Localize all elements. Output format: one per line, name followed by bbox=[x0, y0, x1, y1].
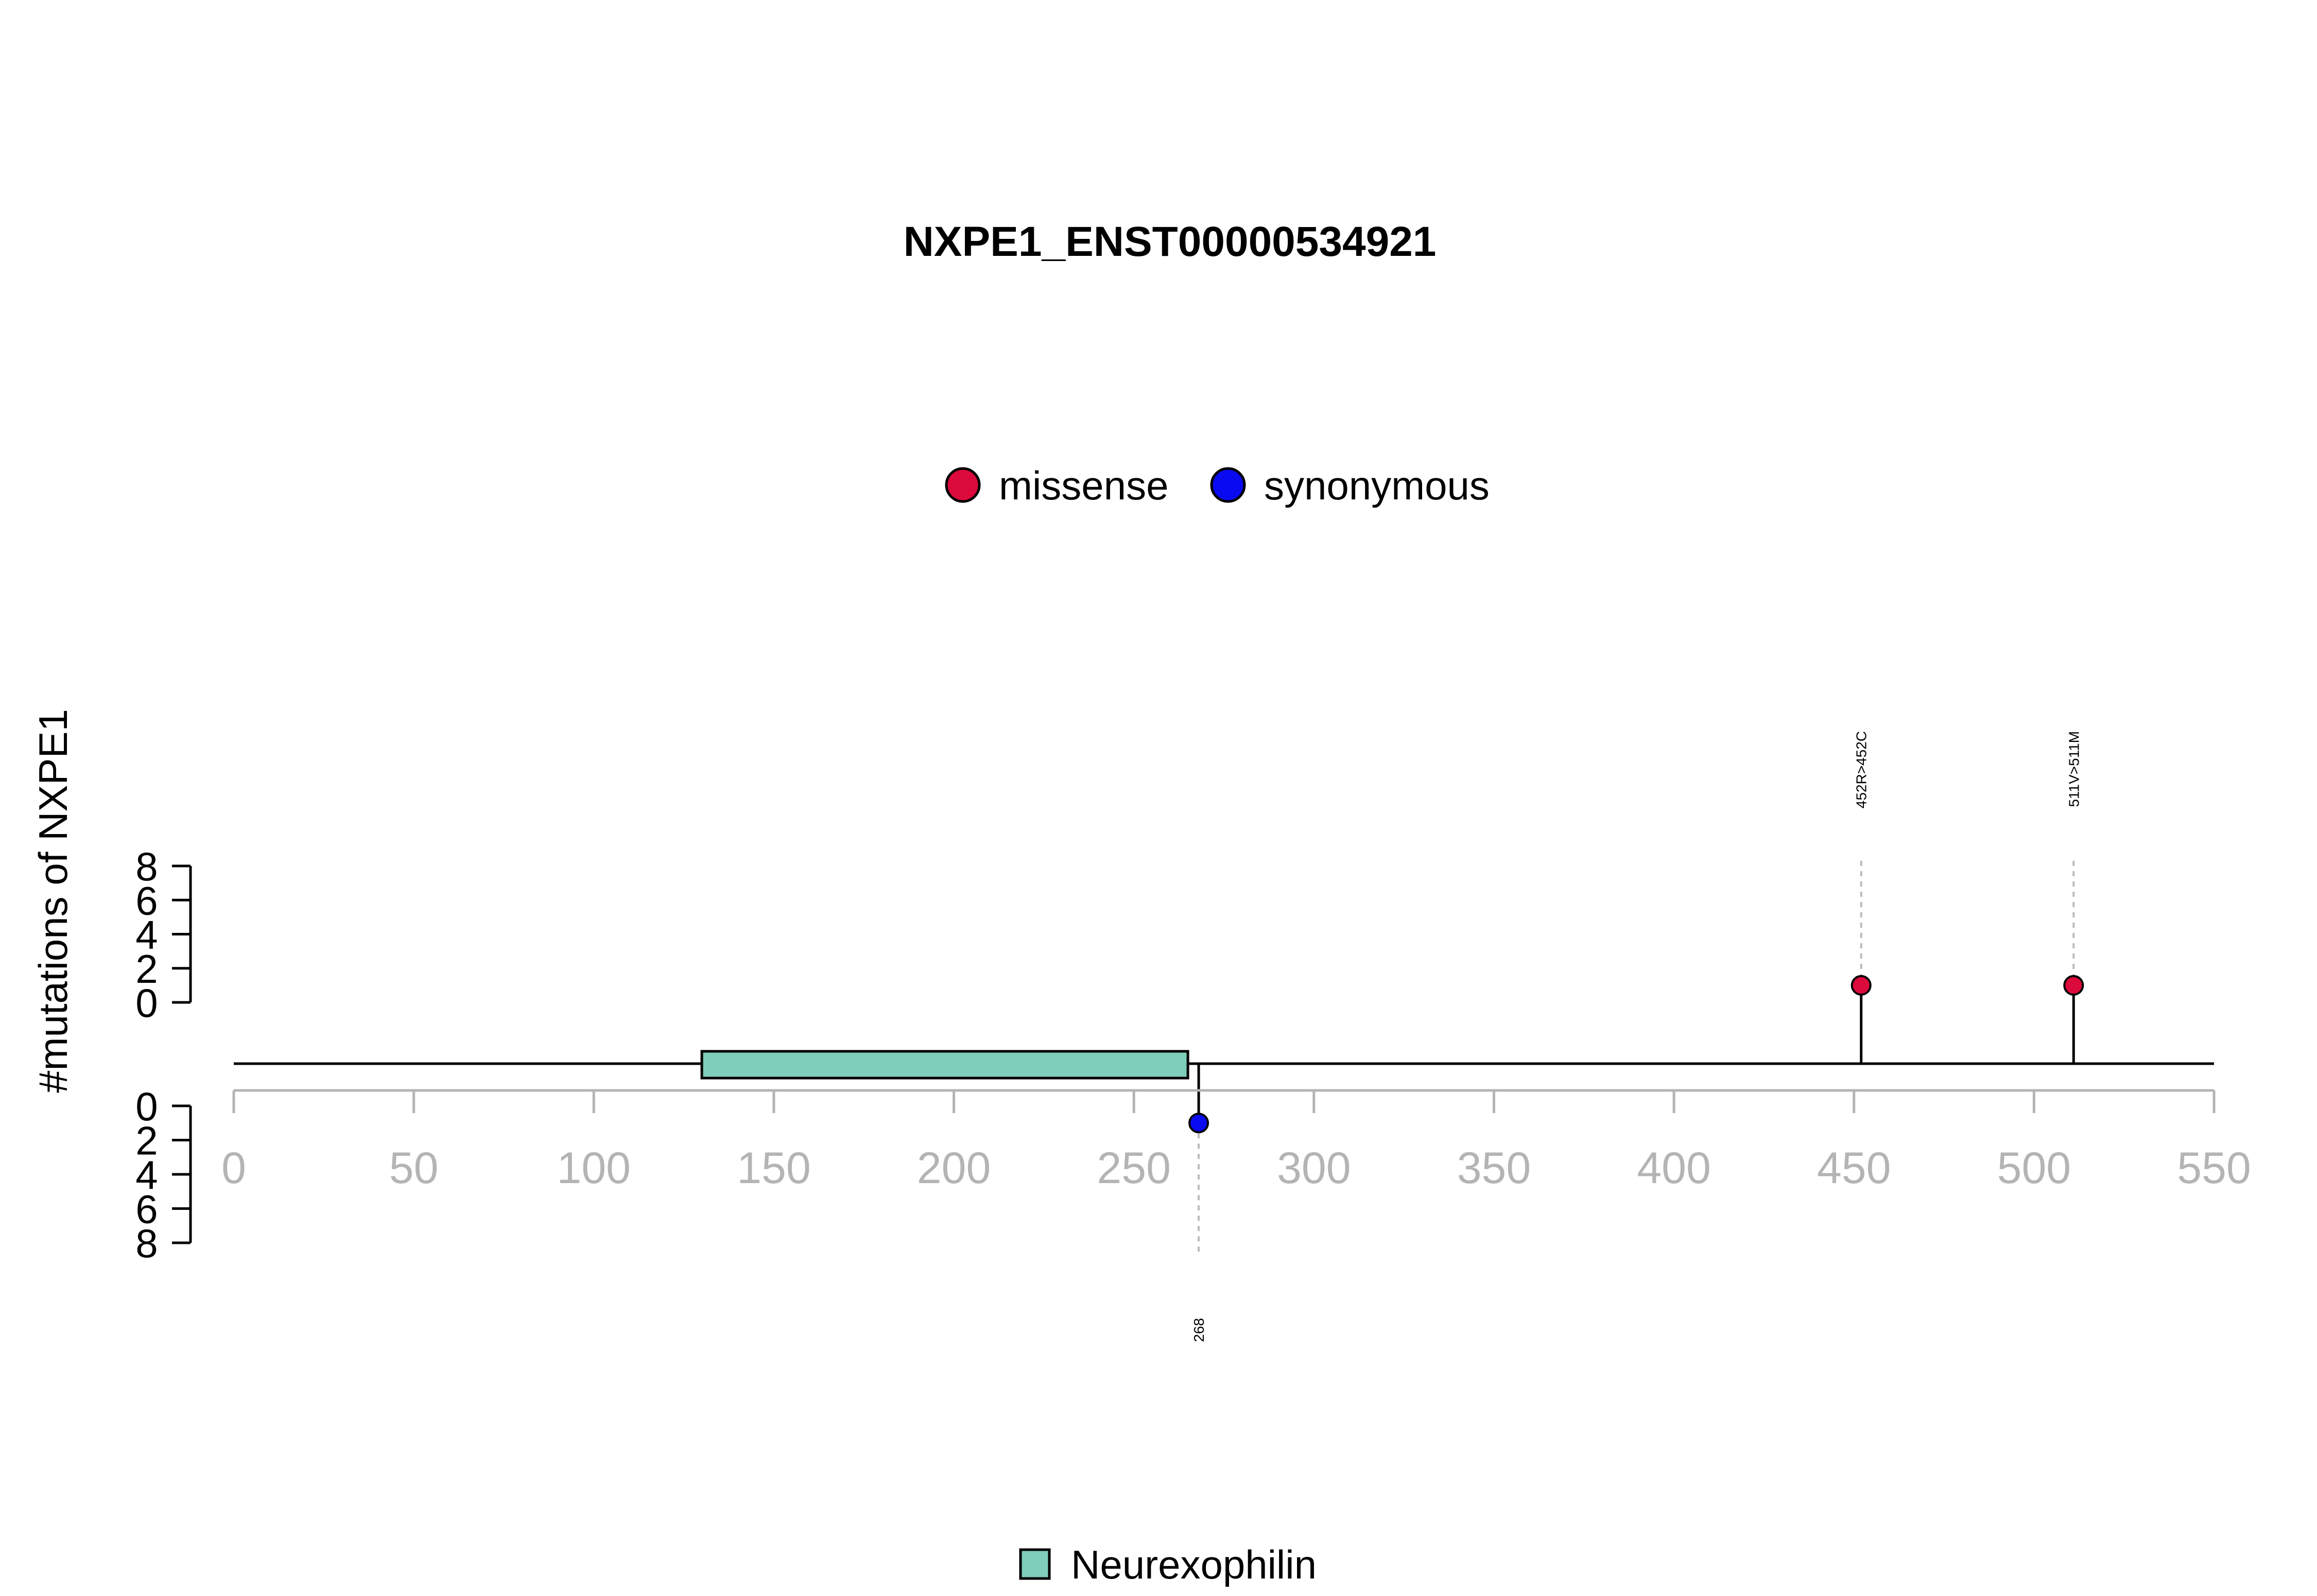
x-axis-tick-label: 50 bbox=[389, 1143, 439, 1193]
y-axis-top-tick-label: 6 bbox=[135, 878, 158, 923]
mutation-label: 452R>452C bbox=[1854, 731, 1870, 808]
mutation-synonymous: 268 bbox=[1188, 1064, 1209, 1342]
legend-marker bbox=[1210, 467, 1246, 503]
mutation-label: 511V>511M bbox=[2066, 731, 2082, 807]
x-axis-tick-label: 300 bbox=[1277, 1143, 1351, 1193]
legend-item-synonymous: synonymous bbox=[1210, 463, 1490, 508]
protein-domains bbox=[700, 1050, 1189, 1080]
x-axis-tick-label: 100 bbox=[557, 1143, 631, 1193]
legend-marker bbox=[945, 467, 981, 503]
y-axis-bottom-tick-label: 6 bbox=[135, 1187, 158, 1232]
chart-title: NXPE1_ENST00000534921 bbox=[904, 218, 1437, 265]
x-axis-tick-label: 150 bbox=[737, 1143, 811, 1193]
y-axis-bottom-tick-label: 2 bbox=[135, 1118, 158, 1164]
mutation-label: 268 bbox=[1191, 1318, 1207, 1342]
y-axis-bottom-tick-label: 8 bbox=[135, 1221, 158, 1266]
mutation-point bbox=[2063, 975, 2084, 996]
legend-label: missense bbox=[999, 463, 1168, 508]
mutation-lollipops: 452R>452C 511V>511M 268 bbox=[1188, 731, 2084, 1342]
domain-legend: Neurexophilin bbox=[1019, 1542, 1317, 1587]
y-axis-top-tick-label: 2 bbox=[135, 946, 158, 992]
mutation-point bbox=[1188, 1113, 1209, 1134]
x-axis-tick-label: 500 bbox=[1997, 1143, 2071, 1193]
y-axis-bottom-tick-label: 0 bbox=[135, 1084, 158, 1129]
y-axis-label: #mutations of NXPE1 bbox=[30, 709, 76, 1093]
y-axis-top-tick-label: 0 bbox=[135, 980, 158, 1026]
x-axis: 0 50 100 150 200 250 300 350 400 450 500 550 bbox=[221, 1089, 2251, 1193]
domain-legend-item: Neurexophilin bbox=[1019, 1542, 1317, 1587]
x-axis-tick-label: 350 bbox=[1457, 1143, 1531, 1193]
y-axis-top-tick-label: 8 bbox=[135, 844, 158, 889]
y-axis-top-tick-label: 4 bbox=[135, 912, 158, 958]
x-axis-tick-label: 250 bbox=[1097, 1143, 1171, 1193]
legend-item-missense: missense bbox=[945, 463, 1168, 508]
mutation-point bbox=[1851, 975, 1872, 996]
domain-legend-swatch bbox=[1019, 1548, 1051, 1580]
legend-label: synonymous bbox=[1264, 463, 1490, 508]
x-axis-tick-label: 400 bbox=[1637, 1143, 1711, 1193]
mutation-missense: 452R>452C bbox=[1851, 731, 1872, 1064]
domain-legend-label: Neurexophilin bbox=[1071, 1542, 1317, 1587]
x-axis-tick-label: 200 bbox=[917, 1143, 991, 1193]
mutation-legend: missense synonymous bbox=[945, 463, 1490, 508]
x-axis-tick-label: 450 bbox=[1817, 1143, 1891, 1193]
x-axis-tick-label: 550 bbox=[2177, 1143, 2251, 1193]
mutation-missense: 511V>511M bbox=[2063, 731, 2084, 1064]
y-axis-bottom-tick-label: 4 bbox=[135, 1152, 158, 1198]
domain-neurexophilin bbox=[700, 1050, 1189, 1080]
x-axis-tick-label: 0 bbox=[221, 1143, 246, 1193]
